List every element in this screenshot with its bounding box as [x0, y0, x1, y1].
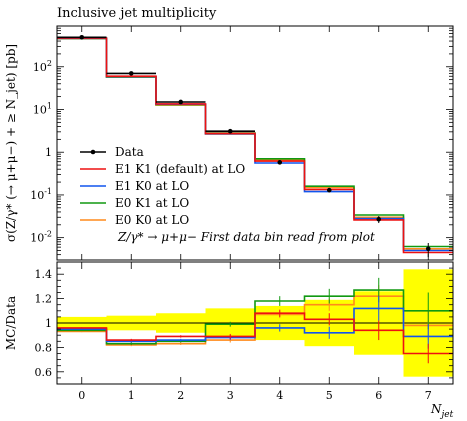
ratio-histogram-0 — [57, 312, 453, 355]
legend: Data E1 K1 (default) at LO E1 K0 at LO E0 K… — [80, 145, 375, 244]
ratio-ytick-label: 0.6 — [35, 366, 53, 379]
legend-label-0: E1 K1 (default) at LO — [115, 162, 245, 176]
main-ylabel: σ(Z/γ* (→ μ+μ−) + ≥ N_jet) [pb] — [4, 44, 18, 242]
main-panel: 102 101 1 10-1 10-2 — [30, 25, 454, 261]
ratio-ytick-label: 1.4 — [35, 268, 53, 281]
ratio-xtick-label: 7 — [425, 389, 432, 402]
legend-marker-data — [90, 149, 96, 155]
axis-titles: σ(Z/γ* (→ μ+μ−) + ≥ N_jet) [pb] MC/Data Nj… — [4, 44, 454, 420]
data-point — [178, 99, 184, 105]
data-point — [376, 216, 382, 222]
ratio-panel: 1.4 1.2 1 0.8 0.6 0 1 2 3 4 5 6 7 — [35, 261, 454, 402]
legend-label-2: E0 K1 at LO — [115, 196, 189, 210]
ratio-ytick-label: 0.8 — [35, 341, 53, 354]
legend-note: Z/γ* → μ+μ− First data bin read from plo… — [117, 230, 375, 244]
ratio-xtick-label: 2 — [177, 389, 184, 402]
ratio-ytick-label: 1.2 — [35, 293, 53, 306]
ratio-ytick-label: 1 — [45, 317, 52, 330]
ratio-xtick-label: 5 — [326, 389, 333, 402]
legend-label-1: E1 K0 at LO — [115, 179, 189, 193]
main-ytick-label: 1 — [45, 146, 52, 159]
main-ytick-label: 101 — [33, 101, 52, 116]
ratio-xtick-label: 3 — [227, 389, 234, 402]
data-point — [425, 246, 431, 252]
data-point — [277, 160, 283, 165]
chart-title: Inclusive jet multiplicity — [57, 6, 217, 21]
main-ytick-label: 10-2 — [30, 230, 52, 245]
main-frame — [56, 25, 454, 261]
ratio-xtick-label: 4 — [276, 389, 283, 402]
xlabel: Njet — [430, 402, 454, 420]
main-ytick-label: 102 — [33, 59, 52, 74]
legend-label-data: Data — [115, 145, 144, 159]
ratio-ylabel: MC/Data — [4, 296, 18, 350]
data-point — [79, 34, 85, 40]
ratio-xtick-label: 0 — [78, 389, 85, 402]
main-ytick-label: 10-1 — [30, 187, 52, 202]
legend-label-3: E0 K0 at LO — [115, 213, 189, 227]
data-point — [128, 71, 134, 76]
data-point — [227, 128, 233, 134]
ratio-xtick-label: 6 — [375, 389, 382, 402]
ratio-xtick-label: 1 — [128, 389, 135, 402]
data-point — [326, 187, 332, 193]
